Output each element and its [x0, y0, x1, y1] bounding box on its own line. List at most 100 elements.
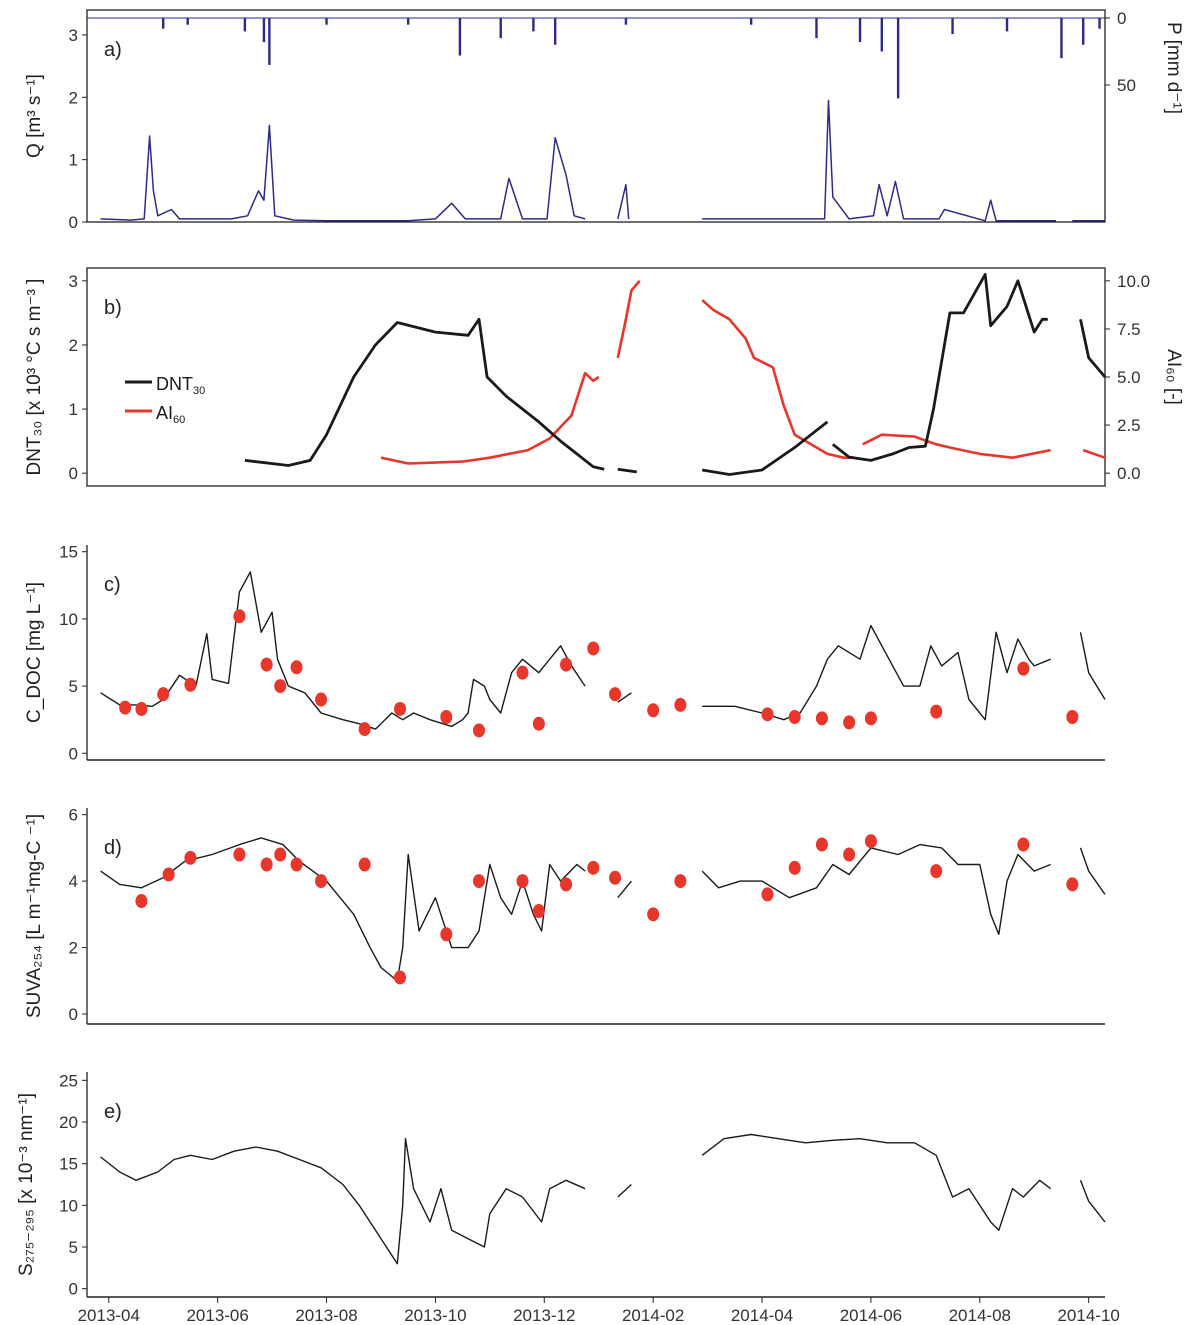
- sample-point: [233, 609, 246, 624]
- legend-panel-b: DNT30 AI60: [125, 374, 205, 426]
- sample-point: [864, 711, 877, 726]
- x-tick-label: 2014-06: [840, 1306, 902, 1325]
- x-tick-label: 2013-04: [78, 1306, 140, 1325]
- sample-point: [135, 894, 148, 909]
- precip-bar: [1005, 18, 1009, 32]
- sample-point: [843, 847, 856, 862]
- sample-point: [472, 874, 485, 889]
- y-tick-label: 1: [69, 151, 78, 170]
- y-axis-label: Q [m³ s⁻¹]: [24, 74, 45, 158]
- sample-point: [315, 874, 328, 889]
- panel-a: 0 1 2 3 Q [m³ s⁻¹] a) 0 50 P [mm d⁻¹]: [24, 9, 1184, 232]
- sample-point: [815, 837, 828, 852]
- sample-point: [560, 877, 573, 892]
- sample-point: [274, 847, 287, 862]
- y-axis-label: S₂₇₅₋₂₉₅ [x 10⁻³ nm⁻¹]: [16, 1093, 37, 1276]
- sample-points: [135, 834, 1079, 985]
- panel-b: 0 1 2 3 DNT₃₀ [x 10³ °C s m⁻³ ] b) 0.0 2.5 5.0 7.…: [24, 267, 1184, 487]
- panel-label: c): [104, 574, 121, 596]
- sample-point: [609, 870, 622, 885]
- y-tick-label: 25: [59, 1071, 78, 1090]
- sample-point: [843, 715, 856, 730]
- sample-point: [358, 857, 371, 872]
- precip-bar: [532, 18, 535, 32]
- sample-point: [516, 874, 529, 889]
- sample-point: [532, 716, 545, 731]
- x-tick-label: 2013-10: [404, 1306, 466, 1325]
- panel-c: 0 5 10 15 C_DOC [mg L⁻¹] c): [24, 543, 1106, 763]
- y-tick-label: 3: [69, 272, 78, 291]
- sample-point: [472, 723, 485, 738]
- series-line-dnt30: [244, 273, 1107, 476]
- y-tick-label: 10: [59, 1196, 78, 1215]
- y-tick-label: 0: [69, 213, 78, 232]
- y-tick-label: 0: [69, 464, 78, 483]
- sample-point: [761, 707, 774, 722]
- sample-point: [315, 692, 328, 707]
- x-tick-label: 2014-08: [949, 1306, 1011, 1325]
- series-line-continuous: [100, 1133, 1106, 1265]
- y-axis-label: DNT₃₀ [x 10³ °C s m⁻³ ]: [24, 279, 45, 476]
- y-axis-label: C_DOC [mg L⁻¹]: [24, 582, 45, 723]
- sample-point: [930, 864, 943, 879]
- x-tick-label: 2013-06: [186, 1306, 248, 1325]
- y-tick-label: 2: [69, 88, 78, 107]
- series-line-discharge: [100, 99, 1105, 222]
- sample-point: [788, 710, 801, 724]
- precip-bar: [262, 18, 266, 43]
- sample-point: [1066, 710, 1079, 724]
- sample-point: [260, 657, 273, 672]
- sample-point: [394, 701, 407, 716]
- precip-bar: [749, 18, 753, 25]
- sample-point: [184, 850, 197, 865]
- sample-point: [587, 641, 600, 656]
- panel-d: 0 2 4 6 SUVA₂₅₄ [L m⁻¹mg-C ⁻¹] d): [24, 806, 1106, 1025]
- precip-bar: [553, 18, 557, 45]
- sample-point: [394, 970, 407, 985]
- y-tick-label: 2: [69, 939, 78, 958]
- x-tick-label: 2014-10: [1057, 1306, 1119, 1325]
- sample-point: [674, 874, 687, 889]
- sample-point: [135, 701, 148, 716]
- precip-bar: [951, 18, 954, 35]
- y-tick-label: 10: [59, 610, 78, 629]
- y-tick-label: 15: [59, 1155, 78, 1174]
- sample-point: [587, 860, 600, 875]
- sample-point: [788, 860, 801, 875]
- precip-bar: [325, 18, 328, 25]
- x-tick-label: 2014-02: [622, 1306, 684, 1325]
- sample-point: [440, 927, 453, 942]
- sample-point: [560, 657, 573, 672]
- panel-label: b): [104, 297, 122, 319]
- panel-label: e): [104, 1101, 122, 1123]
- precip-bar: [1060, 18, 1063, 59]
- y-tick-label: 0: [69, 1280, 78, 1299]
- precip-bar: [162, 18, 165, 29]
- panel-label: d): [104, 837, 122, 859]
- sample-point: [1017, 661, 1030, 676]
- precip-bar: [268, 18, 271, 65]
- sample-point: [184, 677, 197, 692]
- y2-tick-label: 2.5: [1117, 416, 1141, 435]
- precipitation-bars: [87, 17, 1105, 99]
- y-axis-label: SUVA₂₅₄ [L m⁻¹mg-C ⁻¹]: [24, 814, 45, 1018]
- plot-frame: [86, 9, 1106, 223]
- plot-frame: [86, 267, 1106, 487]
- legend-label-ai60: AI60: [156, 403, 185, 426]
- sample-point: [516, 665, 529, 680]
- precip-bar: [896, 18, 900, 99]
- sample-point: [930, 704, 943, 719]
- sample-point: [290, 857, 303, 872]
- precip-bar: [1082, 18, 1085, 45]
- y-tick-label: 0: [69, 744, 78, 763]
- sample-point: [647, 703, 660, 718]
- sample-point: [358, 722, 371, 737]
- y2-tick-label: 50: [1117, 76, 1136, 95]
- y-tick-label: 0: [69, 1005, 78, 1024]
- sample-point: [1066, 877, 1079, 892]
- y2-tick-label: 10.0: [1117, 272, 1150, 291]
- y2-tick-label: 0: [1117, 9, 1126, 28]
- y2-axis-label: P [mm d⁻¹]: [1163, 22, 1184, 114]
- series-line-continuous: [100, 571, 1106, 730]
